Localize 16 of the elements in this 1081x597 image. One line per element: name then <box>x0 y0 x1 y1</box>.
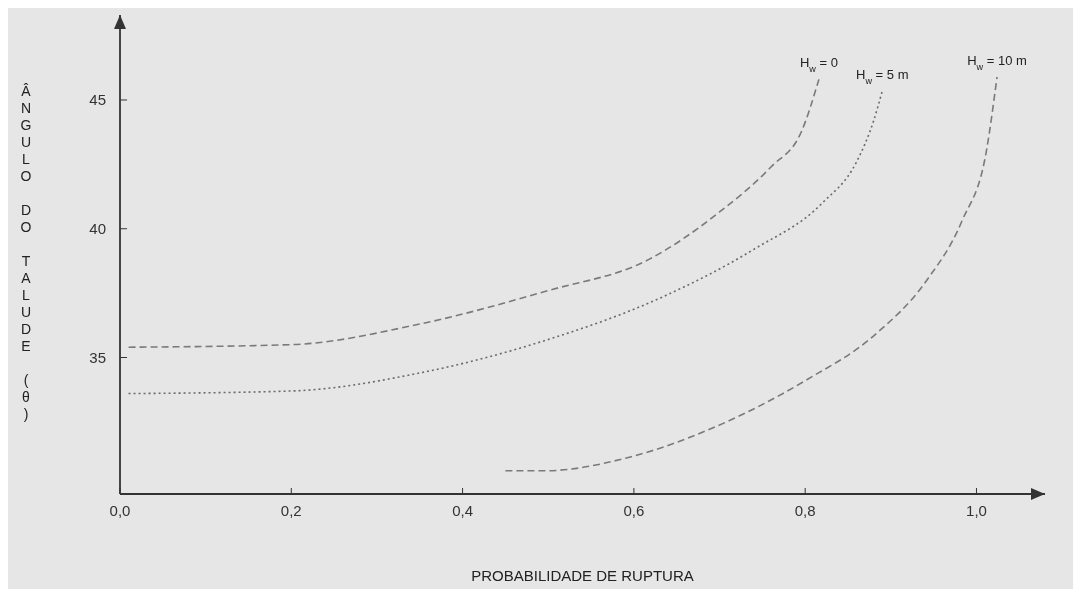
series-label: H$_{w}$ = 10 m <box>967 52 1027 72</box>
series-label: H$_{w}$ = 5 m <box>856 66 909 86</box>
x-axis-title: PROBABILIDADE DE RUPTURA <box>471 567 694 584</box>
line-series <box>127 78 820 349</box>
x-tick-label: 0,0 <box>109 502 131 519</box>
x-tick-label: 0,2 <box>280 502 302 519</box>
x-tick-label: 1,0 <box>966 502 987 519</box>
x-tick-label: 0,4 <box>452 502 474 519</box>
y-tick-label: 45 <box>89 90 106 108</box>
series-label: H$_{w}$ = 0 <box>799 55 838 75</box>
line-series <box>127 90 884 395</box>
x-tick-label: 0,6 <box>623 502 645 519</box>
y-axis-title: ÂNGULO DO TALUDE (θ) <box>18 83 34 423</box>
x-tick-label: 0,8 <box>794 502 816 519</box>
y-tick-label: 40 <box>89 219 106 237</box>
y-tick-label: 35 <box>89 348 106 366</box>
